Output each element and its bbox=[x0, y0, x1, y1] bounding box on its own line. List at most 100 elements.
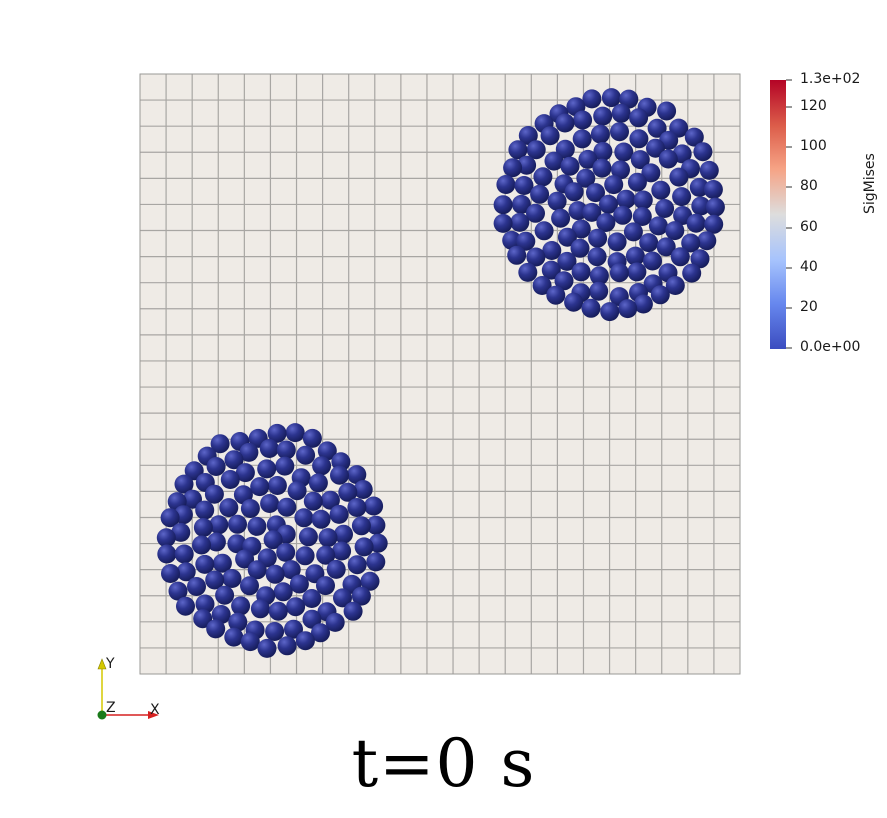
particle-sphere bbox=[651, 180, 671, 200]
particle-sphere bbox=[354, 537, 374, 557]
particle-sphere bbox=[643, 251, 662, 271]
particle-sphere bbox=[360, 571, 380, 591]
orientation-axes bbox=[97, 658, 159, 720]
particle-sphere bbox=[600, 302, 620, 322]
particle-sphere bbox=[347, 465, 367, 485]
particle-sphere bbox=[205, 570, 225, 590]
particle-sphere bbox=[593, 106, 613, 126]
particle-sphere bbox=[554, 271, 574, 291]
particle-sphere bbox=[287, 481, 307, 501]
colorbar-tick-20: 20 bbox=[800, 299, 818, 315]
colorbar-min-label: 0.0e+00 bbox=[800, 339, 861, 355]
particle-sphere bbox=[193, 609, 213, 629]
particle-sphere bbox=[703, 180, 723, 199]
particle-sphere bbox=[366, 515, 386, 535]
particle-sphere bbox=[682, 263, 702, 283]
particle-sphere bbox=[697, 231, 717, 251]
particle-sphere bbox=[629, 108, 649, 128]
particle-sphere bbox=[195, 554, 215, 574]
particle-sphere bbox=[183, 489, 202, 509]
colorbar-tick-60: 60 bbox=[800, 219, 818, 235]
particle-sphere bbox=[257, 638, 277, 658]
particle-sphere bbox=[511, 194, 531, 214]
particle-sphere bbox=[641, 163, 661, 183]
particle-cluster-top-right bbox=[493, 88, 725, 322]
particle-sphere bbox=[533, 167, 553, 187]
particle-sphere bbox=[589, 281, 609, 301]
particle-sphere bbox=[613, 205, 633, 225]
particle-sphere bbox=[325, 612, 345, 632]
particle-sphere bbox=[691, 196, 711, 216]
particle-sphere bbox=[503, 158, 523, 178]
particle-sphere bbox=[693, 142, 713, 162]
particle-sphere bbox=[171, 522, 191, 542]
particle-sphere bbox=[630, 150, 650, 170]
particle-sphere bbox=[516, 231, 536, 251]
particle-sphere bbox=[546, 285, 566, 305]
particle-sphere bbox=[705, 197, 725, 217]
particle-sphere bbox=[542, 241, 562, 260]
colorbar-max-label: 1.3e+02 bbox=[800, 71, 861, 87]
particle-sphere bbox=[168, 581, 188, 601]
particle-sphere bbox=[320, 490, 340, 510]
particle-sphere bbox=[286, 597, 306, 617]
particle-sphere bbox=[330, 465, 349, 485]
particle-sphere bbox=[551, 208, 571, 228]
particle-sphere bbox=[174, 544, 194, 564]
particle-sphere bbox=[699, 160, 719, 180]
particle-sphere bbox=[206, 532, 226, 552]
particle-sphere bbox=[507, 245, 527, 265]
colorbar bbox=[770, 80, 786, 349]
particle-sphere bbox=[633, 294, 653, 314]
particle-sphere bbox=[496, 175, 516, 194]
particle-sphere bbox=[578, 149, 598, 169]
particle-sphere bbox=[204, 484, 224, 504]
y-axis-label: Y bbox=[106, 656, 115, 672]
particle-sphere bbox=[588, 228, 608, 248]
particle-sphere bbox=[534, 221, 554, 241]
particle-sphere bbox=[215, 585, 235, 605]
particle-sphere bbox=[228, 612, 248, 632]
particle-sphere bbox=[277, 497, 297, 517]
particle-sphere bbox=[681, 233, 701, 253]
particle-sphere bbox=[206, 619, 226, 639]
particle-sphere bbox=[275, 456, 295, 476]
particle-sphere bbox=[311, 623, 330, 643]
particle-sphere bbox=[312, 456, 332, 476]
particle-sphere bbox=[317, 441, 337, 461]
time-label: t=0 s bbox=[351, 725, 536, 802]
particle-sphere bbox=[235, 463, 255, 483]
colorbar-title: SigMises bbox=[862, 153, 878, 214]
particle-sphere bbox=[592, 158, 612, 178]
particle-sphere bbox=[544, 151, 564, 171]
particle-sphere bbox=[176, 596, 195, 616]
particle-sphere bbox=[209, 515, 229, 535]
particle-sphere bbox=[193, 518, 213, 537]
z-axis-label: Z bbox=[106, 700, 116, 716]
particle-sphere bbox=[285, 423, 305, 443]
particle-sphere bbox=[517, 155, 537, 175]
particle-sphere bbox=[257, 459, 277, 479]
particle-sphere bbox=[250, 477, 270, 497]
particle-sphere bbox=[648, 216, 668, 236]
particle-sphere bbox=[281, 560, 301, 580]
particle-sphere bbox=[295, 631, 315, 651]
particle-sphere bbox=[211, 605, 231, 624]
particle-sphere bbox=[623, 222, 643, 242]
particle-sphere bbox=[294, 508, 314, 528]
particle-sphere bbox=[247, 516, 267, 536]
particle-sphere bbox=[502, 230, 522, 250]
particle-sphere bbox=[351, 516, 371, 536]
particle-sphere bbox=[639, 233, 659, 253]
particle-sphere bbox=[526, 140, 546, 160]
particle-sphere bbox=[633, 190, 653, 210]
particle-sphere bbox=[576, 168, 596, 188]
particle-sphere bbox=[231, 596, 251, 616]
particle-sphere bbox=[610, 122, 629, 142]
mesh-border bbox=[139, 73, 741, 675]
particle-sphere bbox=[655, 199, 675, 218]
particle-sphere bbox=[564, 292, 584, 312]
particle-sphere bbox=[347, 498, 367, 517]
particle-sphere bbox=[560, 156, 580, 176]
